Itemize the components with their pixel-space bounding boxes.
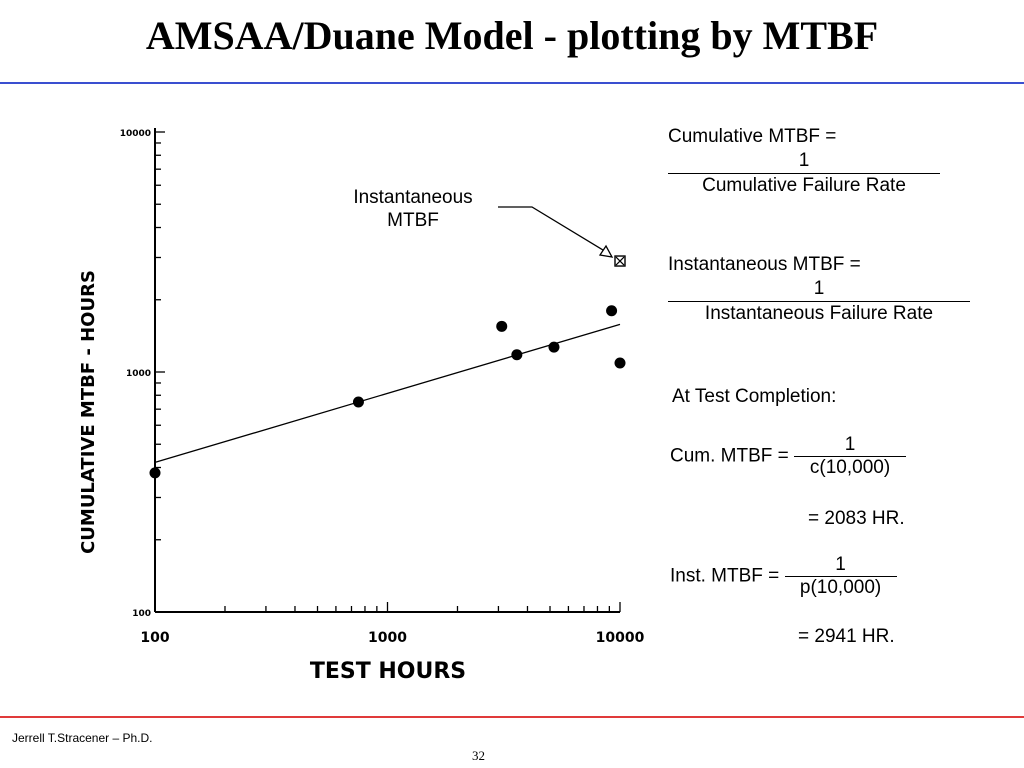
mtbf-chart: 100 1000 10000 100 1000 10000 TEST HOURS CUMU… [78, 128, 645, 684]
footer-divider [0, 716, 1024, 718]
cum-eq-label: Cum. MTBF = [670, 445, 789, 467]
x-tick-label: 1000 [368, 630, 407, 646]
cum-mtbf-denominator: Cumulative Failure Rate [702, 175, 906, 196]
data-point [511, 349, 523, 361]
fraction-bar [784, 576, 897, 577]
chart-ticks: 100 1000 10000 100 1000 10000 [120, 129, 645, 646]
inst-eq-fraction: 1 p(10,000) [784, 554, 897, 599]
cum-eq-numerator: 1 [844, 434, 856, 455]
slide-title: AMSAA/Duane Model - plotting by MTBF [145, 13, 879, 58]
test-completion-heading: At Test Completion: [672, 386, 837, 407]
inst-mtbf-equation: Inst. MTBF = 1 p(10,000) [670, 554, 897, 599]
trend-line [154, 323, 621, 464]
annotation-line2: MTBF [387, 210, 439, 231]
inst-mtbf-fraction: 1 Instantaneous Failure Rate [668, 278, 970, 325]
data-point [614, 357, 626, 369]
y-tick-label: 10000 [120, 129, 151, 139]
cum-eq-denominator: c(10,000) [809, 457, 891, 478]
fraction-bar [668, 301, 970, 302]
cum-mtbf-numerator: 1 [798, 150, 810, 171]
data-point [606, 305, 618, 317]
y-tick-label: 100 [132, 609, 151, 619]
x-tick-label: 10000 [596, 630, 645, 646]
fraction-bar [668, 173, 940, 174]
fraction-bar [794, 456, 907, 457]
inst-eq-denominator: p(10,000) [799, 577, 882, 598]
annotation-leader [498, 206, 609, 254]
chart-marks [149, 206, 626, 479]
cum-mtbf-equation: Cum. MTBF = 1 c(10,000) [670, 434, 907, 479]
x-axis-label: TEST HOURS [310, 659, 466, 684]
data-point [496, 320, 508, 332]
cum-mtbf-result: = 2083 HR. [808, 508, 905, 529]
annotation-arrowhead [598, 244, 614, 258]
inst-eq-numerator: 1 [835, 554, 846, 575]
data-point [548, 341, 560, 353]
instantaneous-point-marker [614, 255, 626, 267]
title-divider [0, 82, 1024, 84]
cum-mtbf-label: Cumulative MTBF = [668, 126, 837, 147]
cum-mtbf-fraction: 1 Cumulative Failure Rate [668, 150, 940, 197]
instantaneous-point-cross [615, 256, 625, 266]
footer-author: Jerrell T.Stracener – Ph.D. [12, 731, 153, 745]
y-tick-label: 1000 [126, 369, 151, 379]
inst-mtbf-result: = 2941 HR. [798, 626, 895, 647]
cum-eq-fraction: 1 c(10,000) [794, 434, 907, 479]
inst-eq-label: Inst. MTBF = [670, 565, 780, 587]
page-number: 32 [472, 748, 485, 763]
inst-mtbf-numerator: 1 [813, 278, 825, 299]
data-point [149, 467, 161, 479]
x-tick-label: 100 [140, 630, 169, 646]
y-axis-label: CUMULATIVE MTBF - HOURS [78, 270, 99, 554]
inst-mtbf-label: Instantaneous MTBF = [668, 254, 861, 275]
inst-mtbf-denominator: Instantaneous Failure Rate [704, 303, 934, 324]
data-point [352, 396, 364, 408]
annotation-line1: Instantaneous [353, 187, 472, 208]
